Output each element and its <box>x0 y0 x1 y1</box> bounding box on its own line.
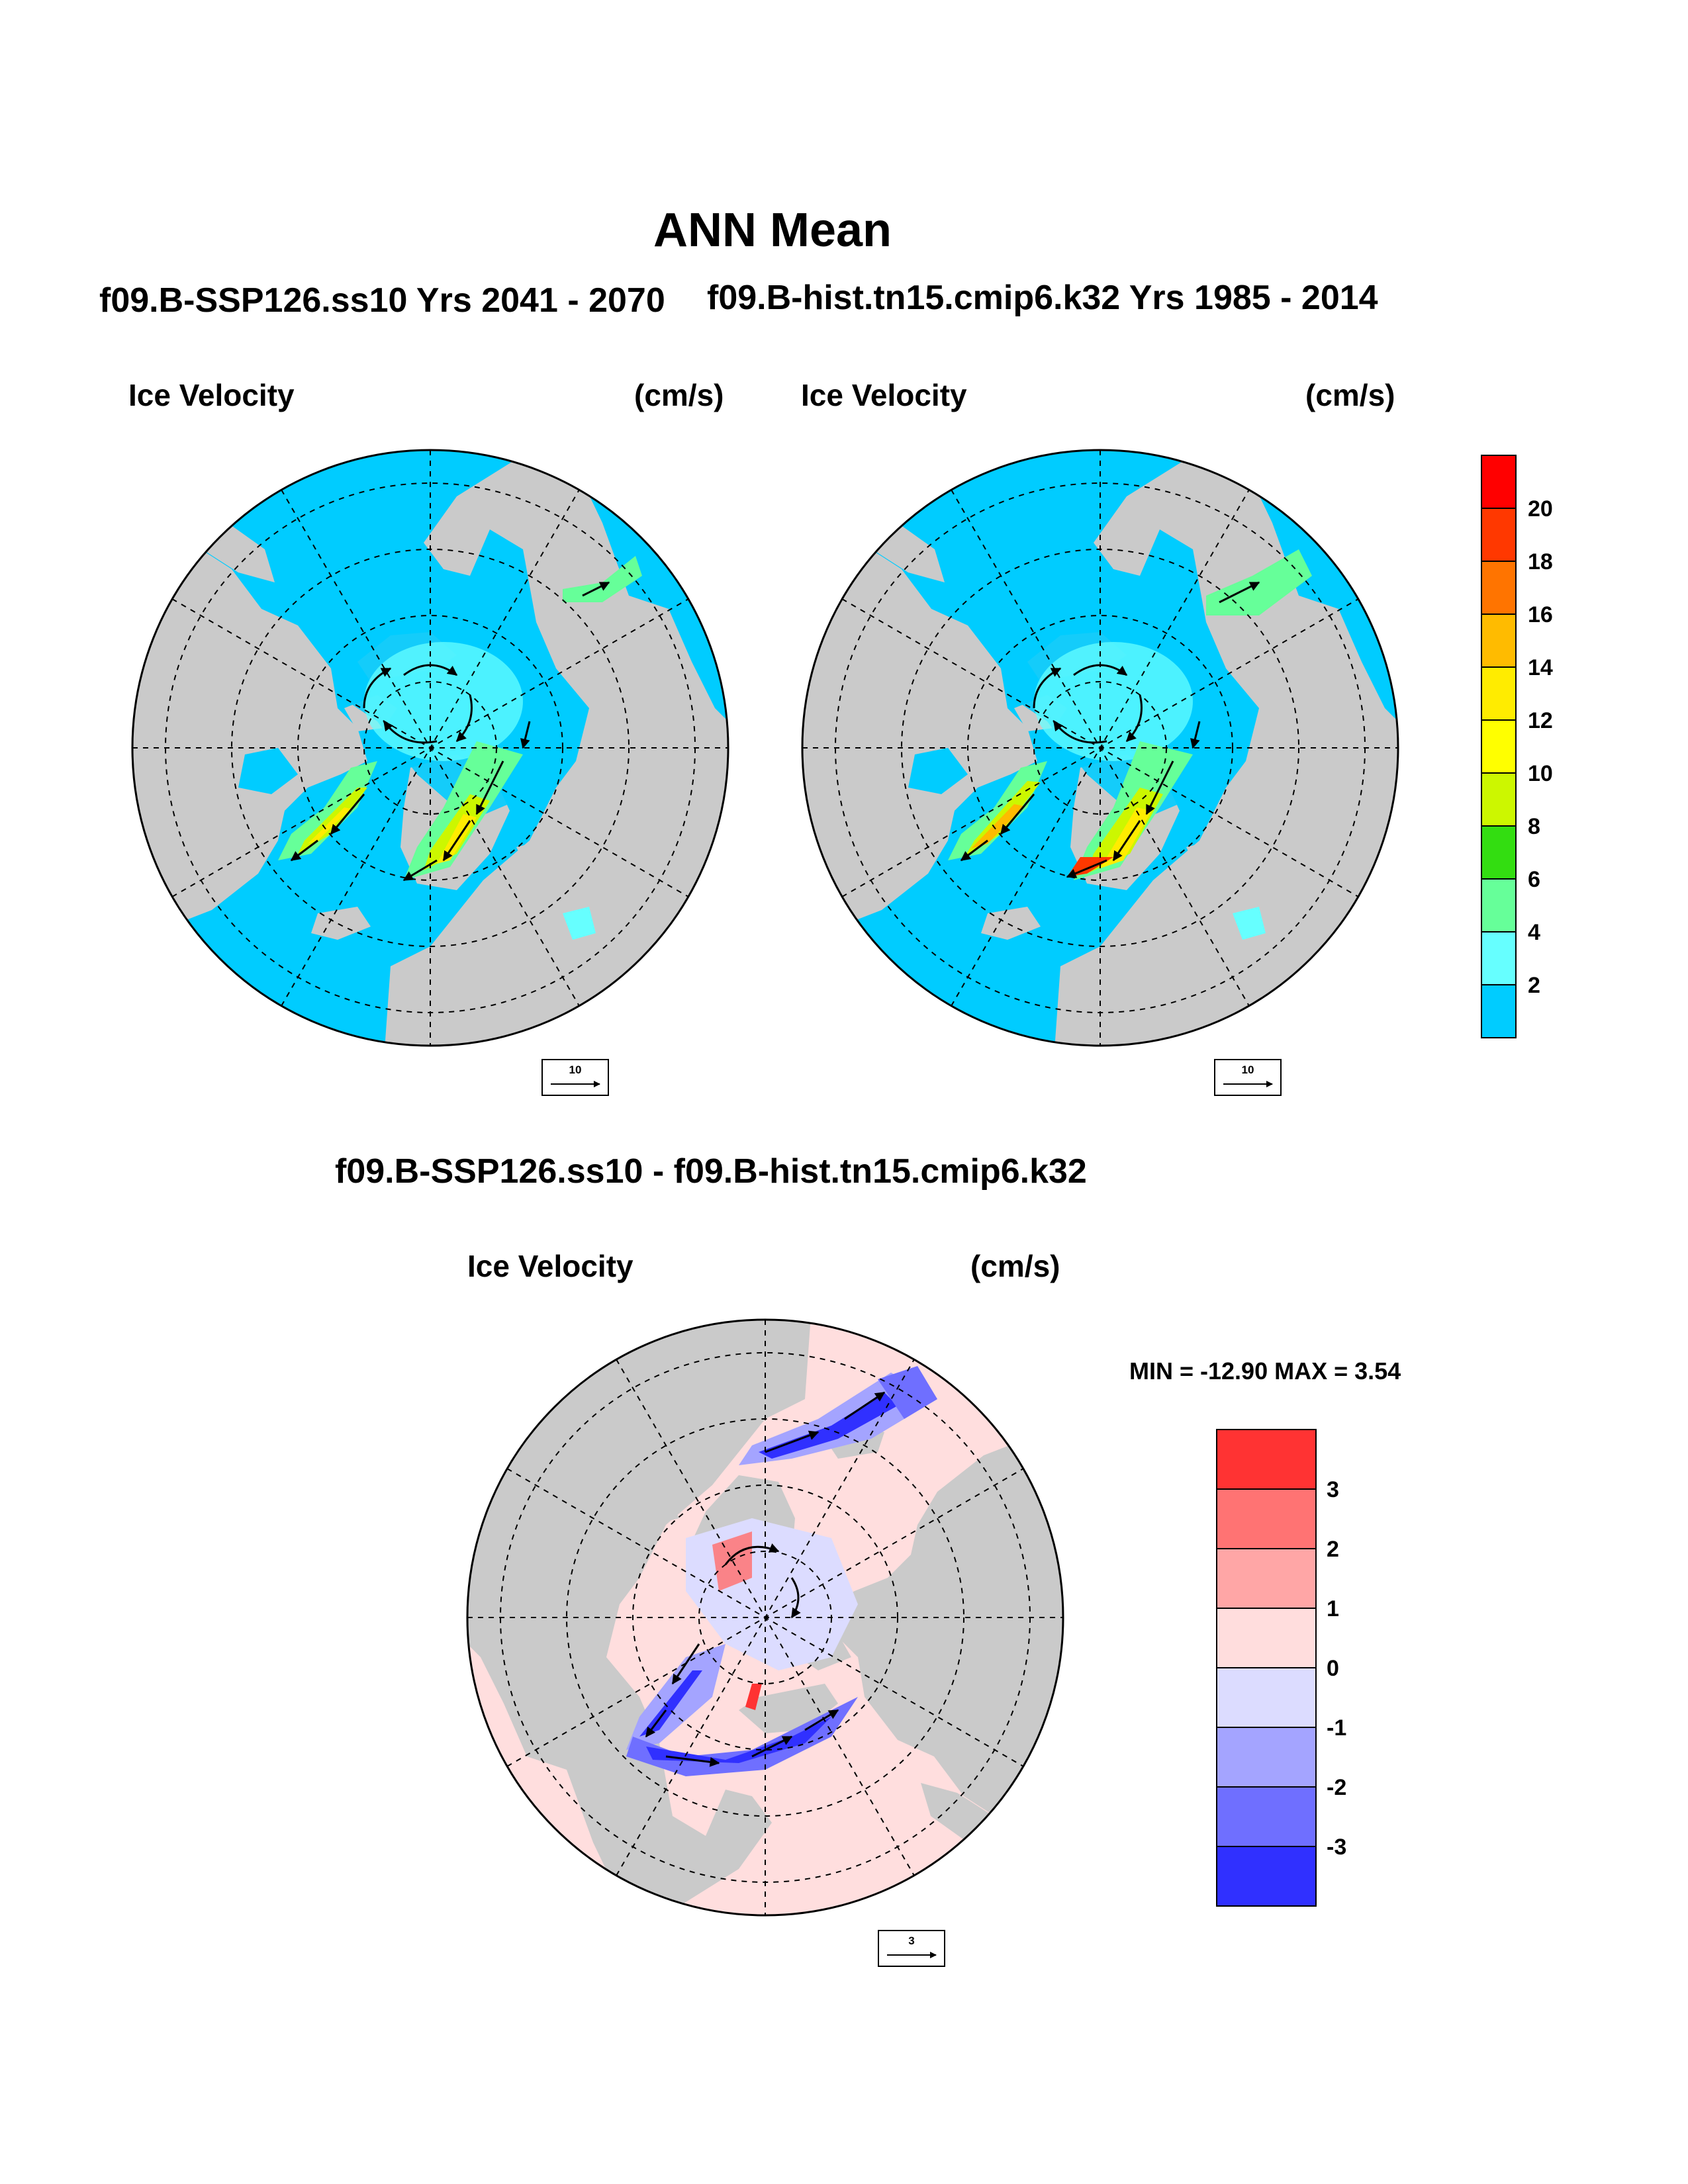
reference-vector-label: 3 <box>908 1934 915 1947</box>
colorbar-tick-label: -3 <box>1327 1835 1346 1860</box>
variable-label-hist: Ice Velocity <box>801 378 967 412</box>
colorbar-tick-label: 1 <box>1327 1596 1339 1621</box>
colorbar-tick-label: 16 <box>1528 602 1553 627</box>
colorbar-swatch <box>1481 719 1517 774</box>
reference-arrow-icon <box>1223 1081 1273 1087</box>
labrador-flow <box>948 761 1047 860</box>
colorbar-tick-label: -1 <box>1327 1715 1346 1741</box>
colorbar-tick-label: 12 <box>1528 708 1553 733</box>
colorbar-swatch <box>1481 772 1517 827</box>
units-label-diff: (cm/s) <box>970 1249 1060 1283</box>
colorbar-tick-label: 3 <box>1327 1477 1339 1502</box>
colorbar-swatch <box>1216 1846 1317 1907</box>
graticule <box>467 1320 1063 1915</box>
beaufort-gyre <box>364 642 523 761</box>
graticule <box>132 450 728 1046</box>
diff-min-max: MIN = -12.90 MAX = 3.54 <box>1129 1357 1401 1385</box>
colorbar-tick-label: 0 <box>1327 1656 1339 1681</box>
velocity-vectors <box>290 581 610 882</box>
reference-vector-label: 10 <box>569 1064 582 1076</box>
reference-vector-ssp126: 10 <box>541 1059 609 1096</box>
colorbar-swatch <box>1216 1727 1317 1788</box>
units-label-hist: (cm/s) <box>1305 378 1395 412</box>
page-title: ANN Mean <box>653 204 892 257</box>
colorbar-swatch <box>1481 666 1517 721</box>
colorbar-swatch <box>1481 931 1517 985</box>
reference-arrow-icon <box>551 1081 600 1087</box>
reference-vector-hist: 10 <box>1214 1059 1282 1096</box>
colorbar-tick-label: 14 <box>1528 655 1553 680</box>
colorbar-swatch <box>1216 1429 1317 1490</box>
panel-title-diff: f09.B-SSP126.ss10 - f09.B-hist.tn15.cmip… <box>335 1152 1087 1191</box>
colorbar-swatch <box>1481 614 1517 668</box>
polar-map-ssp126 <box>131 449 729 1047</box>
colorbar-swatch <box>1216 1667 1317 1728</box>
beaufort-gyre <box>1034 642 1193 761</box>
colorbar-swatch <box>1481 508 1517 562</box>
colorbar-swatch <box>1216 1548 1317 1609</box>
map-border <box>801 449 1399 1047</box>
colorbar-tick-label: 6 <box>1528 867 1540 892</box>
variable-label-diff: Ice Velocity <box>467 1249 633 1283</box>
colorbar-swatch <box>1481 984 1517 1038</box>
colorbar-tick-label: 2 <box>1528 973 1540 998</box>
polar-map-hist <box>801 449 1399 1047</box>
colorbar-tick-label: 4 <box>1528 920 1540 945</box>
colorbar-tick-label: 20 <box>1528 496 1553 522</box>
reference-vector-label: 10 <box>1241 1064 1254 1076</box>
polar-map-diff <box>466 1318 1064 1917</box>
colorbar-swatch <box>1481 825 1517 880</box>
units-label-ssp126: (cm/s) <box>634 378 724 412</box>
colorbar-swatch <box>1481 561 1517 615</box>
colorbar-tick-label: -2 <box>1327 1775 1346 1800</box>
colorbar-tick-label: 8 <box>1528 814 1540 839</box>
colorbar-top: 20 18 16 14 12 10 8 6 4 2 <box>1481 455 1553 1038</box>
colorbar-tick-label: 10 <box>1528 761 1553 786</box>
reference-arrow-icon <box>887 1952 937 1958</box>
colorbar-diff: 3 2 1 0 -1 -2 -3 <box>1216 1429 1346 1907</box>
velocity-vectors <box>960 581 1260 878</box>
colorbar-swatch <box>1481 878 1517 933</box>
variable-label-ssp126: Ice Velocity <box>128 378 295 412</box>
map-border <box>131 449 729 1047</box>
panel-title-ssp126: f09.B-SSP126.ss10 Yrs 2041 - 2070 <box>99 281 665 320</box>
labrador-flow <box>278 761 377 860</box>
colorbar-swatch <box>1216 1488 1317 1549</box>
colorbar-swatch <box>1216 1608 1317 1668</box>
graticule <box>802 450 1398 1046</box>
colorbar-tick-label: 18 <box>1528 549 1553 574</box>
colorbar-swatch <box>1216 1786 1317 1847</box>
panel-title-hist: f09.B-hist.tn15.cmip6.k32 Yrs 1985 - 201… <box>707 279 1378 317</box>
colorbar-swatch <box>1481 455 1517 509</box>
map-border <box>466 1318 1064 1917</box>
reference-vector-diff: 3 <box>878 1930 945 1967</box>
colorbar-tick-label: 2 <box>1327 1537 1339 1562</box>
velocity-vectors <box>645 1391 886 1767</box>
